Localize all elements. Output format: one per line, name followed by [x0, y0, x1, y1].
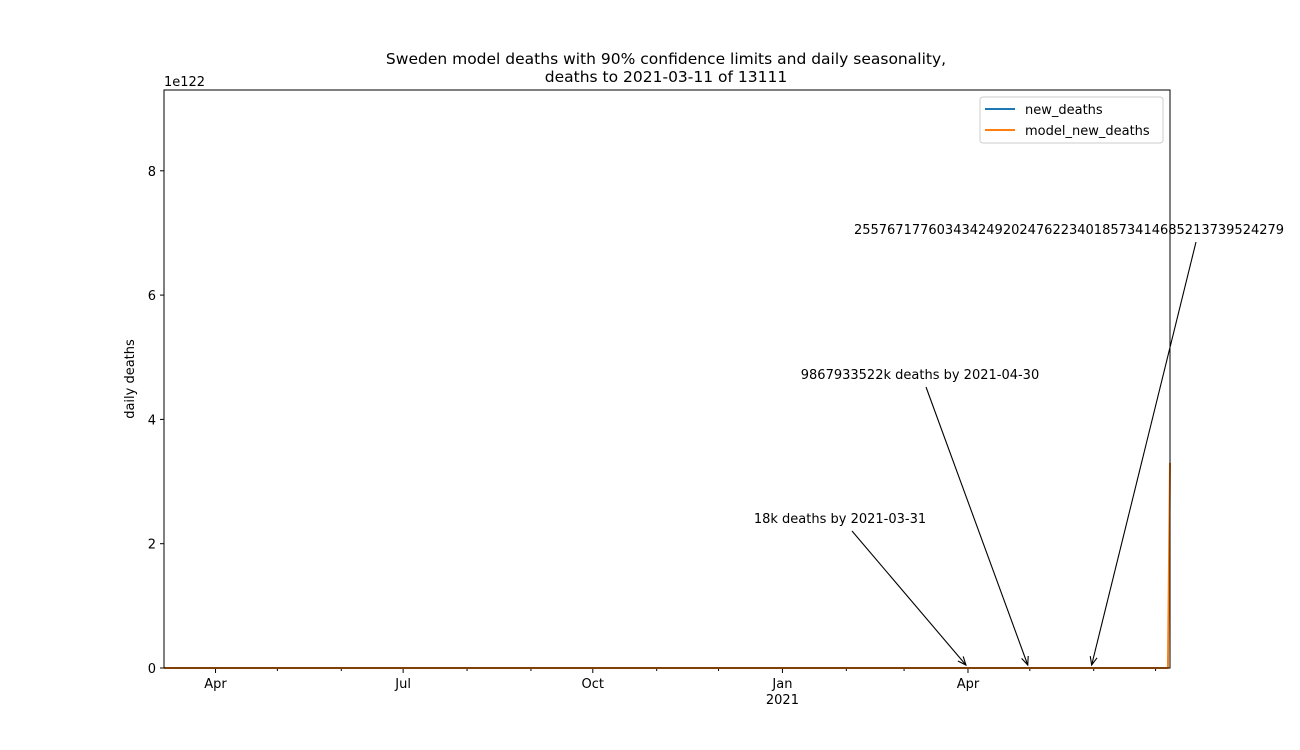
legend-box	[979, 96, 1164, 144]
legend-label-new-deaths: new_deaths	[1025, 103, 1103, 118]
x-tick-label: Jul	[394, 677, 411, 692]
annotation-arrow-line	[1091, 241, 1197, 666]
y-tick-label: 0	[148, 662, 156, 677]
chart-title-line-2: deaths to 2021-03-11 of 13111	[545, 68, 787, 86]
x-tick-label: Jan	[771, 677, 792, 692]
annotation-label: 9867933522k deaths by 2021-04-30	[801, 368, 1039, 383]
annotation-arrow-line	[925, 386, 1029, 666]
x-tick-label: Apr	[204, 677, 227, 692]
x-tick-year-label: 2021	[766, 693, 799, 708]
annotations: 18k deaths by 2021-03-31 9867933522k deat…	[754, 223, 1284, 667]
legend-label-model-new-deaths: model_new_deaths	[1025, 124, 1150, 139]
annotation-label: 2557671776034342492024762234018573414685…	[854, 223, 1284, 238]
y-axis-label: daily deaths	[123, 339, 138, 419]
y-tick-label: 8	[148, 165, 156, 180]
annotation-arrow-head	[957, 656, 967, 667]
chart-title-line-1: Sweden model deaths with 90% confidence …	[386, 50, 946, 68]
y-axis-ticks: 0 2 4 6 8	[148, 165, 164, 677]
annotation-label: 18k deaths by 2021-03-31	[754, 512, 926, 527]
series-line-model-new-deaths	[164, 462, 1171, 669]
y-tick-label: 6	[148, 289, 156, 304]
series-lines	[164, 462, 1171, 669]
annotation-arrow-line	[851, 530, 967, 666]
y-tick-label: 4	[148, 413, 156, 428]
x-tick-label: Oct	[582, 677, 604, 692]
annotation-arrow-head	[1021, 655, 1029, 667]
y-tick-label: 2	[148, 538, 156, 553]
x-tick-label: Apr	[957, 677, 980, 692]
legend: new_deaths model_new_deaths	[979, 96, 1164, 144]
y-scale-multiplier: 1e122	[164, 75, 205, 90]
plot-frame	[163, 89, 1171, 669]
annotation-arrow-head	[1089, 656, 1098, 667]
